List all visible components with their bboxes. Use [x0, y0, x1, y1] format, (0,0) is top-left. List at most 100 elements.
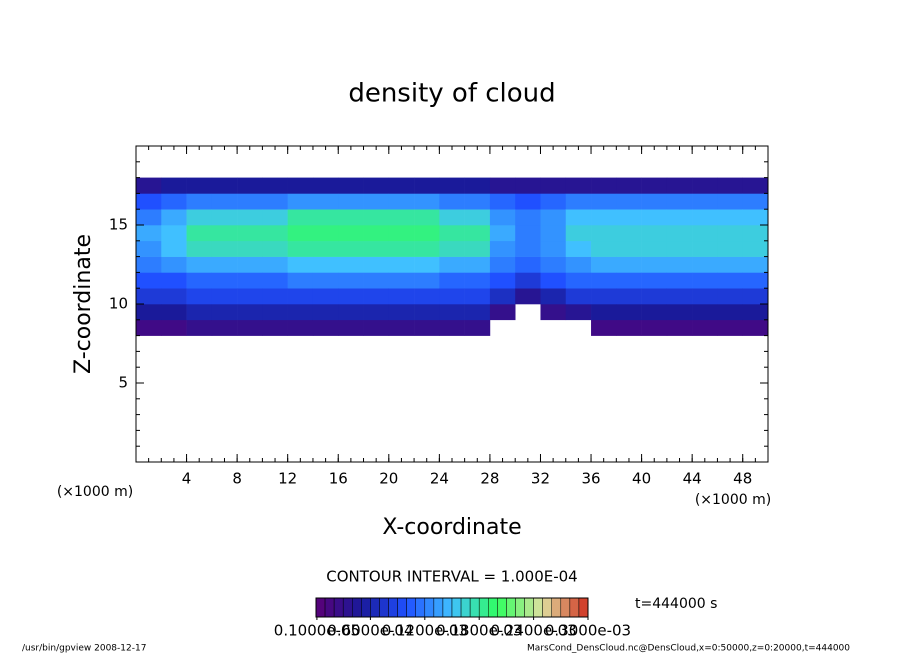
heatmap-cell [616, 304, 642, 321]
heatmap-cell [287, 225, 314, 242]
heatmap-cell [616, 240, 642, 257]
heatmap-cell [363, 304, 390, 321]
heatmap-cell [717, 272, 744, 289]
heatmap-cell [186, 304, 213, 321]
heatmap-cell [237, 209, 263, 226]
heatmap-cell [641, 193, 668, 210]
heatmap-cell [464, 177, 491, 194]
heatmap-cell [262, 177, 288, 194]
colorbar-cell [370, 597, 380, 618]
colorbar-cell [397, 597, 407, 618]
heatmap-cell [363, 209, 390, 226]
heatmap-cell [540, 304, 567, 321]
heatmap-cell [262, 256, 288, 273]
colorbar-cell [524, 597, 534, 618]
heatmap-cell [388, 225, 415, 242]
heatmap-cell [464, 256, 491, 273]
heatmap-cell [742, 288, 769, 305]
heatmap-cell [666, 240, 693, 257]
heatmap-cell [742, 319, 769, 336]
heatmap-cell [464, 240, 491, 257]
heatmap-cell [591, 272, 617, 289]
heatmap-cell [439, 225, 465, 242]
heatmap-cell [540, 177, 567, 194]
heatmap-cell [388, 193, 415, 210]
heatmap-cell [312, 256, 339, 273]
heatmap-cell [515, 256, 541, 273]
heatmap-cell [211, 319, 238, 336]
heatmap-cell [312, 193, 339, 210]
x-tick-label: 28 [480, 470, 499, 488]
heatmap-cell [414, 225, 440, 242]
footer-right: MarsCond_DensCloud.nc@DensCloud,x=0:5000… [527, 644, 850, 654]
heatmap-cell [186, 209, 213, 226]
heatmap-cell [439, 272, 465, 289]
heatmap-cell [616, 256, 642, 273]
heatmap-cell [666, 225, 693, 242]
heatmap-cell [211, 240, 238, 257]
heatmap-cell [388, 256, 415, 273]
colorbar-cell [578, 597, 589, 618]
heatmap-cell [717, 240, 744, 257]
y-unit: (×1000 m) [57, 484, 133, 500]
heatmap-cell [489, 272, 516, 289]
colorbar-cell [361, 597, 371, 618]
heatmap-cell [388, 177, 415, 194]
x-tick-label: 12 [278, 470, 297, 488]
heatmap-cell [237, 225, 263, 242]
heatmap-cell [136, 256, 162, 273]
heatmap-cell [211, 193, 238, 210]
heatmap-cell [312, 272, 339, 289]
x-tick-label: 8 [232, 470, 242, 488]
heatmap-cell [186, 225, 213, 242]
heatmap-cell [439, 304, 465, 321]
heatmap-cell [616, 319, 642, 336]
x-tick-label: 32 [531, 470, 550, 488]
heatmap-cell [338, 304, 364, 321]
heatmap-cell [363, 240, 390, 257]
heatmap-cell [287, 319, 314, 336]
heatmap-cell [312, 319, 339, 336]
heatmap-cell [136, 288, 162, 305]
colorbar-cell [506, 597, 516, 618]
colorbar-cell [415, 597, 426, 618]
heatmap-cell [439, 256, 465, 273]
heatmap-cell [312, 225, 339, 242]
heatmap-cell [616, 272, 642, 289]
heatmap-cell [565, 209, 592, 226]
contour-interval: CONTOUR INTERVAL = 1.000E-04 [326, 568, 577, 586]
heatmap-cell [287, 256, 314, 273]
heatmap-cell [237, 288, 263, 305]
heatmap-cell [186, 177, 213, 194]
colorbar-cell [352, 597, 362, 618]
heatmap-cell [616, 225, 642, 242]
heatmap-cell [439, 177, 465, 194]
heatmap-cell [414, 209, 440, 226]
heatmap-cell [414, 193, 440, 210]
colorbar-cell [406, 597, 416, 618]
heatmap-cell [161, 177, 187, 194]
heatmap-cell [312, 288, 339, 305]
heatmap-cell [591, 193, 617, 210]
colorbar-cell [533, 597, 543, 618]
colorbar-tick-label: 0.1000e-05 [274, 622, 360, 640]
heatmap-cell [287, 193, 314, 210]
heatmap-cell [312, 304, 339, 321]
heatmap-cell [666, 209, 693, 226]
heatmap-cell [136, 319, 162, 336]
heatmap-cell [666, 272, 693, 289]
heatmap-cell [262, 193, 288, 210]
heatmap-cell [262, 240, 288, 257]
colorbar-cell [379, 597, 389, 618]
heatmap-cell [237, 319, 263, 336]
heatmap-cell [515, 193, 541, 210]
heatmap-cell [211, 256, 238, 273]
heatmap-cell [641, 240, 668, 257]
heatmap-cell [616, 193, 642, 210]
heatmap-cell [363, 319, 390, 336]
heatmap-cell [591, 225, 617, 242]
heatmap-cell [641, 256, 668, 273]
heatmap-cell [262, 319, 288, 336]
heatmap-cell [692, 177, 718, 194]
heatmap-cell [666, 177, 693, 194]
